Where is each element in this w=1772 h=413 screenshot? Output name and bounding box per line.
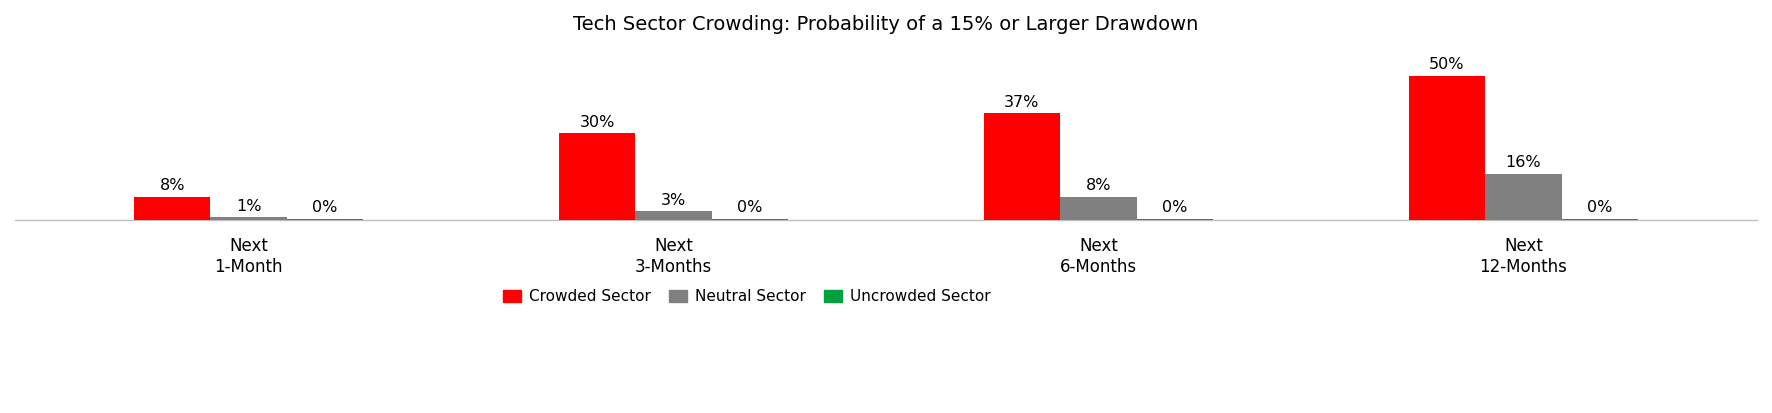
Text: 8%: 8% (159, 178, 184, 193)
Bar (135, 197, 211, 220)
Text: 0%: 0% (1588, 200, 1613, 216)
Text: 0%: 0% (1162, 200, 1187, 216)
Text: 1%: 1% (236, 199, 262, 214)
Bar (1561, 219, 1637, 220)
Text: 50%: 50% (1428, 57, 1465, 72)
Bar (983, 113, 1060, 220)
Bar (211, 217, 287, 220)
Text: 16%: 16% (1506, 155, 1542, 171)
Text: 30%: 30% (579, 115, 615, 130)
Title: Tech Sector Crowding: Probability of a 15% or Larger Drawdown: Tech Sector Crowding: Probability of a 1… (574, 15, 1198, 34)
Bar (636, 211, 712, 220)
Text: 8%: 8% (1086, 178, 1111, 193)
Text: 0%: 0% (737, 200, 762, 216)
Bar (1485, 174, 1561, 220)
Text: 37%: 37% (1005, 95, 1040, 110)
Bar (1136, 219, 1214, 220)
Bar (558, 133, 636, 220)
Bar (712, 219, 789, 220)
Bar (1060, 197, 1136, 220)
Bar (287, 219, 363, 220)
Bar (1409, 76, 1485, 220)
Text: 0%: 0% (312, 200, 338, 216)
Legend: Crowded Sector, Neutral Sector, Uncrowded Sector: Crowded Sector, Neutral Sector, Uncrowde… (496, 283, 996, 311)
Text: 3%: 3% (661, 193, 686, 208)
